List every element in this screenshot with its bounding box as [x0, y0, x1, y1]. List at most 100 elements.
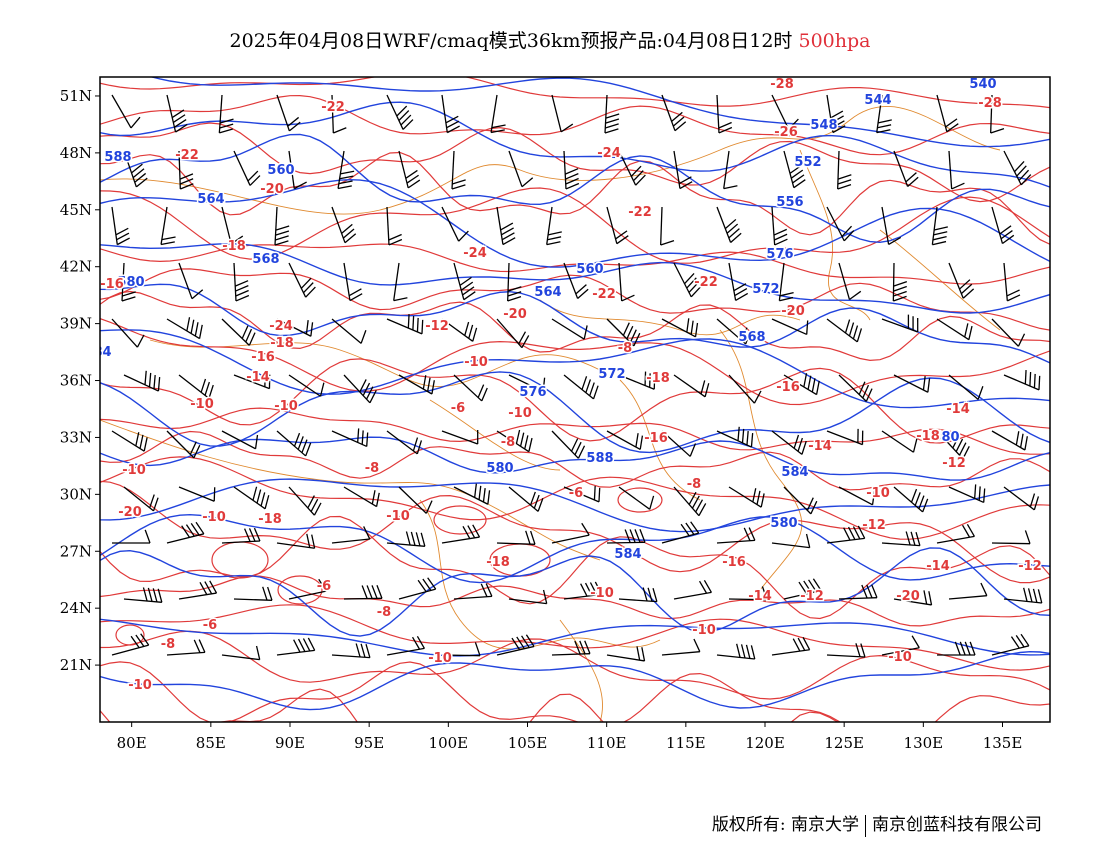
- temperature-contour-line: [100, 317, 1050, 406]
- temperature-label: -14: [246, 370, 270, 385]
- wind-barb: [991, 530, 1031, 545]
- wind-barb: [716, 426, 754, 448]
- temperature-contour-line: [100, 604, 1050, 671]
- wind-barb: [386, 531, 426, 547]
- wind-barb: [546, 206, 562, 246]
- temperature-label: -26: [774, 125, 798, 140]
- wind-barb: [221, 645, 261, 661]
- temperature-label: -10: [190, 397, 214, 412]
- border-line: [559, 619, 604, 722]
- wind-barb: [838, 584, 878, 600]
- wind-barb: [166, 639, 206, 656]
- temperature-label: -20: [781, 304, 805, 319]
- wind-barb: [1003, 370, 1041, 391]
- y-tick-label: 30N: [60, 485, 92, 503]
- wind-barb: [178, 486, 216, 502]
- height-label: 572: [752, 282, 779, 297]
- y-tick-label: 21N: [60, 656, 92, 674]
- border-line: [879, 229, 1001, 331]
- height-label: 580: [932, 430, 959, 445]
- temperature-contour-line: [100, 456, 1050, 540]
- wind-barb: [288, 486, 322, 516]
- wind-barb: [121, 262, 136, 302]
- temperature-contour-line: [100, 151, 1050, 245]
- wind-barb: [618, 150, 646, 186]
- temperature-contour-line: [100, 661, 1050, 722]
- wind-barb: [398, 150, 421, 189]
- wind-barb: [838, 262, 862, 301]
- wind-barb: [563, 374, 599, 400]
- wind-barb: [1003, 262, 1021, 302]
- border-line: [429, 399, 561, 471]
- temperature-label: -12: [800, 589, 824, 604]
- wind-barb: [673, 262, 702, 298]
- wind-barb: [441, 524, 481, 544]
- wind-barb: [276, 318, 314, 337]
- wind-barb: [716, 94, 733, 134]
- wind-barb: [673, 579, 712, 600]
- x-tick-label: 135E: [983, 734, 1023, 752]
- temperature-label: -16: [644, 431, 668, 446]
- temperature-label: -8: [501, 435, 515, 450]
- wind-barb: [936, 318, 973, 341]
- wind-barb: [893, 486, 929, 513]
- wind-barb: [441, 94, 460, 134]
- wind-barb: [771, 637, 811, 656]
- x-tick-label: 90E: [275, 734, 305, 752]
- wind-barb: [221, 527, 261, 544]
- wind-barb: [948, 262, 975, 299]
- wind-barb: [771, 206, 788, 246]
- height-label: 548: [810, 118, 837, 133]
- wind-barb: [288, 262, 316, 298]
- temperature-contour-loop: [433, 505, 487, 535]
- wind-barb: [331, 526, 371, 544]
- wind-barb: [331, 94, 347, 134]
- wind-barb: [783, 578, 822, 600]
- wind-barb: [496, 429, 533, 453]
- wind-barb: [496, 318, 530, 349]
- wind-barb: [661, 521, 700, 544]
- temperature-label: -18: [270, 336, 294, 351]
- wind-barb: [111, 633, 150, 656]
- temperature-label: -14: [926, 559, 950, 574]
- wind-barb: [288, 150, 307, 190]
- wind-barb: [991, 206, 1015, 245]
- wind-barb: [441, 642, 481, 657]
- wind-barb: [453, 483, 491, 505]
- wind-barb: [673, 374, 710, 398]
- temperature-label: -8: [377, 605, 391, 620]
- temperature-contour-line: [100, 407, 1050, 455]
- temperature-label: -28: [978, 96, 1002, 111]
- wind-barb: [441, 206, 469, 242]
- wind-barb: [661, 94, 687, 132]
- wind-barb: [160, 206, 176, 246]
- wind-barb: [178, 580, 218, 600]
- wind-barb: [343, 374, 377, 404]
- temperature-label: -10: [590, 586, 614, 601]
- border-line: [619, 379, 701, 501]
- wind-barb: [563, 485, 601, 503]
- temperature-label: -8: [618, 341, 632, 356]
- wind-barb: [618, 262, 635, 302]
- copyright-org2: 南京创蓝科技有限公司: [872, 815, 1042, 835]
- wind-barb: [166, 94, 188, 133]
- wind-barb: [661, 318, 699, 338]
- height-label: 556: [776, 195, 803, 210]
- wind-barb: [606, 318, 641, 347]
- temperature-label: -24: [597, 146, 621, 161]
- height-contour-line: [100, 513, 1050, 584]
- wind-barb: [893, 590, 933, 606]
- wind-barb: [218, 94, 234, 134]
- temperature-label: -10: [202, 510, 226, 525]
- height-label: 576: [519, 385, 546, 400]
- wind-barb: [496, 530, 536, 545]
- wind-barb: [893, 150, 919, 187]
- y-tick-label: 33N: [60, 428, 92, 446]
- contour-labels: 544 540 548 552 556 560 564 568 572 576 580 584 588 5…: [100, 77, 1043, 695]
- temperature-label: -14: [946, 402, 970, 417]
- height-contours: [100, 77, 1050, 711]
- x-tick-label: 130E: [904, 734, 944, 752]
- wind-barb: [838, 486, 876, 506]
- wind-barb: [453, 374, 488, 402]
- wind-barb: [386, 314, 424, 335]
